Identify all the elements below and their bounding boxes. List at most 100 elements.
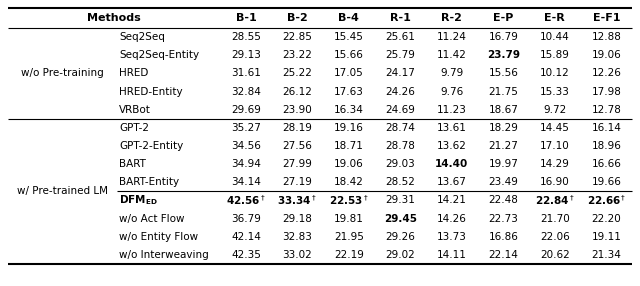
Text: 10.44: 10.44 [540, 32, 570, 42]
Text: 36.79: 36.79 [231, 214, 261, 224]
Text: 16.90: 16.90 [540, 177, 570, 187]
Text: 16.34: 16.34 [334, 105, 364, 115]
Text: 29.26: 29.26 [385, 232, 415, 242]
Text: 18.96: 18.96 [591, 141, 621, 151]
Text: 22.20: 22.20 [591, 214, 621, 224]
Text: 24.69: 24.69 [385, 105, 415, 115]
Text: 33.34$^\dagger$: 33.34$^\dagger$ [278, 194, 317, 207]
Text: w/ Pre-trained LM: w/ Pre-trained LM [17, 186, 108, 196]
Text: 22.14: 22.14 [488, 250, 518, 260]
Text: 12.26: 12.26 [591, 68, 621, 78]
Text: 22.53$^\dagger$: 22.53$^\dagger$ [329, 194, 369, 207]
Text: 16.79: 16.79 [488, 32, 518, 42]
Text: 23.90: 23.90 [282, 105, 312, 115]
Text: 26.12: 26.12 [282, 87, 312, 97]
Text: Seq2Seq: Seq2Seq [119, 32, 165, 42]
Text: 29.69: 29.69 [231, 105, 261, 115]
Text: HRED: HRED [119, 68, 148, 78]
Text: 19.06: 19.06 [334, 159, 364, 169]
Text: 9.76: 9.76 [440, 87, 463, 97]
Text: 28.78: 28.78 [385, 141, 415, 151]
Text: 17.10: 17.10 [540, 141, 570, 151]
Text: 21.70: 21.70 [540, 214, 570, 224]
Text: 28.74: 28.74 [385, 123, 415, 133]
Text: Methods: Methods [87, 13, 141, 23]
Text: 22.84$^\dagger$: 22.84$^\dagger$ [535, 194, 575, 207]
Text: 22.19: 22.19 [334, 250, 364, 260]
Text: 34.56: 34.56 [231, 141, 261, 151]
Text: 22.48: 22.48 [488, 195, 518, 205]
Text: 22.73: 22.73 [488, 214, 518, 224]
Text: DFM$_\mathregular{ED}$: DFM$_\mathregular{ED}$ [119, 194, 158, 207]
Text: 18.42: 18.42 [334, 177, 364, 187]
Text: 22.06: 22.06 [540, 232, 570, 242]
Text: 32.84: 32.84 [231, 87, 261, 97]
Text: 28.52: 28.52 [385, 177, 415, 187]
Text: 20.62: 20.62 [540, 250, 570, 260]
Text: E-F1: E-F1 [593, 13, 620, 23]
Text: 19.16: 19.16 [334, 123, 364, 133]
Text: B-2: B-2 [287, 13, 308, 23]
Text: 9.72: 9.72 [543, 105, 566, 115]
Text: 21.75: 21.75 [488, 87, 518, 97]
Text: w/o Pre-training: w/o Pre-training [21, 68, 104, 78]
Text: 13.62: 13.62 [437, 141, 467, 151]
Text: HRED-Entity: HRED-Entity [119, 87, 183, 97]
Text: BART: BART [119, 159, 146, 169]
Text: 11.23: 11.23 [437, 105, 467, 115]
Text: 28.19: 28.19 [282, 123, 312, 133]
Text: 14.40: 14.40 [435, 159, 468, 169]
Text: 14.29: 14.29 [540, 159, 570, 169]
Text: 27.99: 27.99 [282, 159, 312, 169]
Text: 22.66$^\dagger$: 22.66$^\dagger$ [587, 194, 626, 207]
Text: 25.61: 25.61 [385, 32, 415, 42]
Text: 25.79: 25.79 [385, 50, 415, 60]
Text: B-1: B-1 [236, 13, 256, 23]
Text: 21.95: 21.95 [334, 232, 364, 242]
Text: 10.12: 10.12 [540, 68, 570, 78]
Text: 14.11: 14.11 [437, 250, 467, 260]
Text: R-2: R-2 [442, 13, 462, 23]
Text: 29.31: 29.31 [385, 195, 415, 205]
Text: 34.14: 34.14 [231, 177, 261, 187]
Text: 15.89: 15.89 [540, 50, 570, 60]
Text: 35.27: 35.27 [231, 123, 261, 133]
Text: 13.67: 13.67 [437, 177, 467, 187]
Text: 33.02: 33.02 [282, 250, 312, 260]
Text: 19.97: 19.97 [488, 159, 518, 169]
Text: 19.06: 19.06 [591, 50, 621, 60]
Text: 23.49: 23.49 [488, 177, 518, 187]
Text: 29.13: 29.13 [231, 50, 261, 60]
Text: GPT-2-Entity: GPT-2-Entity [119, 141, 184, 151]
Text: 16.66: 16.66 [591, 159, 621, 169]
Text: 19.11: 19.11 [591, 232, 621, 242]
Text: 31.61: 31.61 [231, 68, 261, 78]
Text: 13.61: 13.61 [437, 123, 467, 133]
Text: 14.45: 14.45 [540, 123, 570, 133]
Text: BART-Entity: BART-Entity [119, 177, 179, 187]
Text: E-R: E-R [545, 13, 565, 23]
Text: 15.66: 15.66 [334, 50, 364, 60]
Text: VRBot: VRBot [119, 105, 151, 115]
Text: 21.27: 21.27 [488, 141, 518, 151]
Text: R-1: R-1 [390, 13, 411, 23]
Text: 14.26: 14.26 [437, 214, 467, 224]
Text: w/o Act Flow: w/o Act Flow [119, 214, 185, 224]
Text: 19.66: 19.66 [591, 177, 621, 187]
Text: 17.05: 17.05 [334, 68, 364, 78]
Text: 28.55: 28.55 [231, 32, 261, 42]
Text: 17.98: 17.98 [591, 87, 621, 97]
Text: 25.22: 25.22 [282, 68, 312, 78]
Text: 22.85: 22.85 [282, 32, 312, 42]
Text: 19.81: 19.81 [334, 214, 364, 224]
Text: 16.14: 16.14 [591, 123, 621, 133]
Text: 42.56$^\dagger$: 42.56$^\dagger$ [226, 194, 266, 207]
Text: 23.22: 23.22 [282, 50, 312, 60]
Text: 29.45: 29.45 [384, 214, 417, 224]
Text: 18.29: 18.29 [488, 123, 518, 133]
Text: Seq2Seq-Entity: Seq2Seq-Entity [119, 50, 199, 60]
Text: 42.35: 42.35 [231, 250, 261, 260]
Text: 11.42: 11.42 [437, 50, 467, 60]
Text: 27.56: 27.56 [282, 141, 312, 151]
Text: 18.71: 18.71 [334, 141, 364, 151]
